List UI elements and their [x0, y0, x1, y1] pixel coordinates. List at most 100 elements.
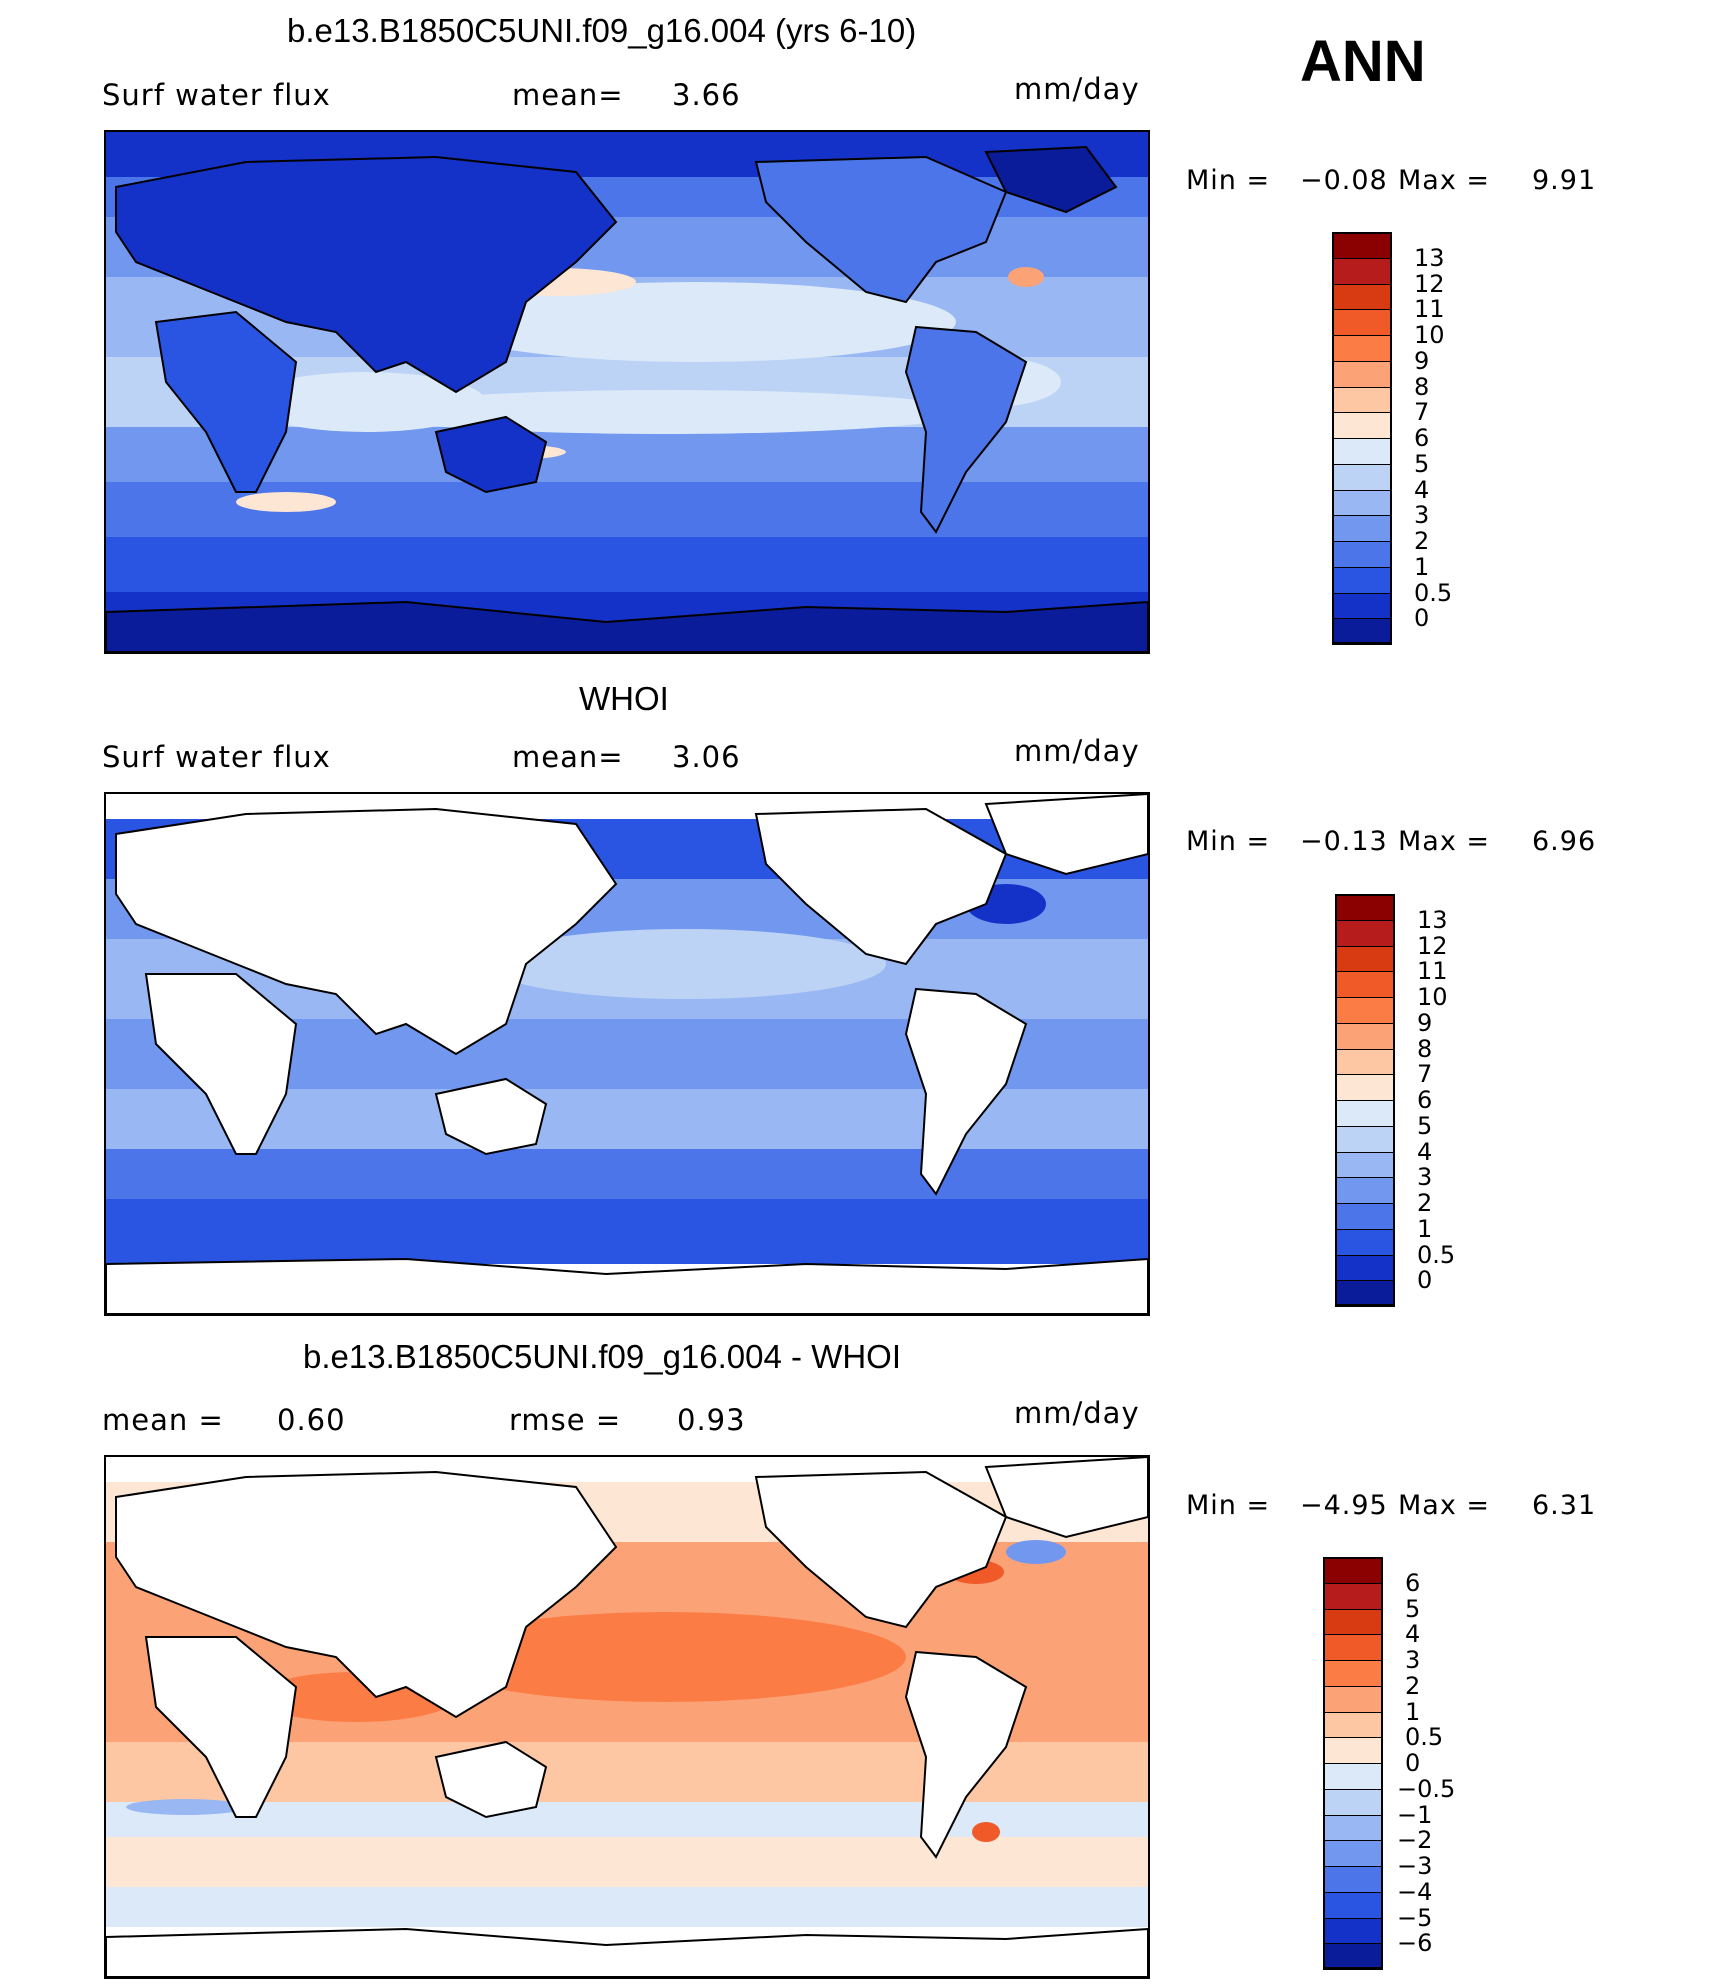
colorbar-tick-label: 10	[1417, 983, 1448, 1011]
colorbar-tick-label: 5	[1414, 449, 1430, 478]
colorbar-tick-label: 6	[1414, 424, 1430, 452]
panel-1-max-value: 9.91	[1532, 165, 1597, 196]
panel-1-colorbar: 13 12 11 10 9 8 7 6 5 4 3 2 1 0.5 0	[1332, 232, 1512, 645]
colorbar-tick-label: 8	[1414, 372, 1430, 401]
colorbar-swatch	[1332, 386, 1392, 414]
colorbar-tick-label: 0.5	[1405, 1723, 1444, 1752]
panel-1-mean-value: 3.66	[672, 78, 741, 112]
colorbar-tick-label: 11	[1417, 957, 1448, 986]
colorbar-tick-label: 3	[1417, 1163, 1433, 1192]
colorbar-swatch	[1323, 1917, 1383, 1945]
colorbar-tick-label: 5	[1405, 1594, 1421, 1623]
panel-1-mean-label: mean=	[512, 78, 624, 112]
panel-2-max-label: Max =	[1398, 826, 1491, 857]
colorbar-tick-label: 10	[1414, 321, 1445, 349]
colorbar-tick-label: 0	[1405, 1749, 1421, 1777]
colorbar-tick-label: −2	[1397, 1826, 1433, 1855]
panel-2-map	[104, 792, 1150, 1316]
colorbar-tick-label: 13	[1414, 243, 1445, 272]
panel-1-title: b.e13.B1850C5UNI.f09_g16.004 (yrs 6-10)	[287, 12, 917, 49]
colorbar-tick-label: −0.5	[1397, 1774, 1456, 1803]
colorbar-frame	[1332, 232, 1392, 644]
panel-1-units: mm/day	[1014, 72, 1140, 106]
panel-1-min-value: −0.08	[1300, 165, 1388, 196]
panel-3-colorbar: 6 5 4 3 2 1 0.5 0 −0.5 −1 −2 −3 −4 −5 −6	[1323, 1557, 1513, 1970]
panel-3-map	[104, 1455, 1150, 1979]
panel-2-units: mm/day	[1014, 734, 1140, 768]
colorbar-swatch	[1332, 541, 1392, 568]
colorbar-tick-label: −1	[1397, 1800, 1433, 1829]
panel-3-rmse-label: rmse =	[509, 1403, 622, 1437]
colorbar-tick-label: 13	[1417, 905, 1448, 934]
panel-3-title: b.e13.B1850C5UNI.f09_g16.004 - WHOI	[303, 1338, 902, 1375]
panel-3-mean-label: mean =	[102, 1403, 224, 1437]
panel-1-max-label: Max =	[1398, 165, 1491, 196]
colorbar-tick-label: 2	[1414, 527, 1430, 555]
colorbar-tick-label: 0.5	[1414, 578, 1453, 607]
colorbar-swatch	[1323, 1582, 1383, 1610]
colorbar-swatch	[1332, 566, 1392, 594]
colorbar-tick-label: 11	[1414, 295, 1445, 324]
panel-1-min-label: Min =	[1186, 165, 1271, 196]
panel-1-variable-label: Surf water flux	[102, 78, 331, 112]
panel-3-mean-value: 0.60	[277, 1403, 346, 1437]
colorbar-swatch	[1335, 971, 1395, 998]
colorbar-swatch	[1332, 618, 1392, 645]
colorbar-tick-label: 0.5	[1417, 1240, 1456, 1269]
panel-3-max-label: Max =	[1398, 1490, 1491, 1521]
panel-3-min-value: −4.95	[1300, 1490, 1388, 1521]
colorbar-frame	[1323, 1557, 1383, 1969]
colorbar-tick-label: 9	[1414, 346, 1430, 375]
colorbar-swatch	[1335, 1100, 1395, 1127]
colorbar-tick-label: 0	[1417, 1266, 1433, 1295]
colorbar-tick-label: 6	[1405, 1568, 1421, 1597]
colorbar-tick-label: 7	[1417, 1060, 1433, 1089]
colorbar-tick-label: 3	[1414, 501, 1430, 530]
colorbar-tick-label: 4	[1405, 1620, 1421, 1649]
panel-2-colorbar: 13 12 11 10 9 8 7 6 5 4 3 2 1 0.5 0	[1335, 894, 1515, 1307]
model-flux-field	[106, 132, 1148, 652]
colorbar-tick-label: 9	[1417, 1008, 1433, 1037]
panel-1-map	[104, 130, 1150, 654]
colorbar-tick-label: −4	[1397, 1877, 1433, 1906]
panel-3-units: mm/day	[1014, 1396, 1140, 1430]
colorbar-tick-label: 0	[1414, 604, 1430, 633]
panel-2-max-value: 6.96	[1532, 826, 1597, 857]
colorbar-tick-label: 12	[1417, 931, 1448, 960]
colorbar-swatch	[1332, 463, 1392, 491]
difference-field	[106, 1457, 1148, 1977]
colorbar-tick-label: 12	[1414, 269, 1445, 298]
colorbar-tick-label: −3	[1397, 1852, 1433, 1880]
observed-flux-field	[106, 794, 1148, 1314]
panel-2-mean-value: 3.06	[672, 740, 741, 774]
panel-3-max-value: 6.31	[1532, 1490, 1597, 1521]
colorbar-tick-label: 7	[1414, 398, 1430, 427]
colorbar-tick-label: 5	[1417, 1111, 1433, 1140]
panel-2-variable-label: Surf water flux	[102, 740, 331, 774]
panel-2-min-label: Min =	[1186, 826, 1271, 857]
panel-3-min-label: Min =	[1186, 1490, 1271, 1521]
colorbar-swatch	[1332, 438, 1392, 465]
colorbar-swatch	[1323, 1634, 1383, 1661]
colorbar-tick-label: 8	[1417, 1034, 1433, 1063]
colorbar-tick-label: 1	[1414, 552, 1430, 581]
colorbar-swatch	[1332, 360, 1392, 388]
panel-3-rmse-value: 0.93	[677, 1403, 746, 1437]
colorbar-tick-label: 2	[1405, 1671, 1421, 1700]
colorbar-tick-label: 1	[1417, 1214, 1433, 1243]
panel-2-title: WHOI	[579, 680, 669, 717]
colorbar-tick-label: −6	[1397, 1929, 1433, 1958]
panel-2-min-value: −0.13	[1300, 826, 1388, 857]
colorbar-tick-label: 2	[1417, 1189, 1433, 1217]
colorbar-swatch	[1335, 919, 1395, 947]
colorbar-frame	[1335, 894, 1395, 1306]
colorbar-swatch	[1335, 1177, 1395, 1204]
colorbar-tick-label: 4	[1414, 475, 1430, 504]
colorbar-tick-label: −5	[1397, 1903, 1433, 1932]
season-label: ANN	[1300, 29, 1426, 94]
colorbar-tick-label: 4	[1417, 1137, 1433, 1166]
colorbar-tick-label: 6	[1417, 1086, 1433, 1114]
colorbar-swatch	[1323, 1943, 1383, 1970]
panel-2-mean-label: mean=	[512, 740, 624, 774]
colorbar-tick-label: 1	[1405, 1697, 1421, 1726]
